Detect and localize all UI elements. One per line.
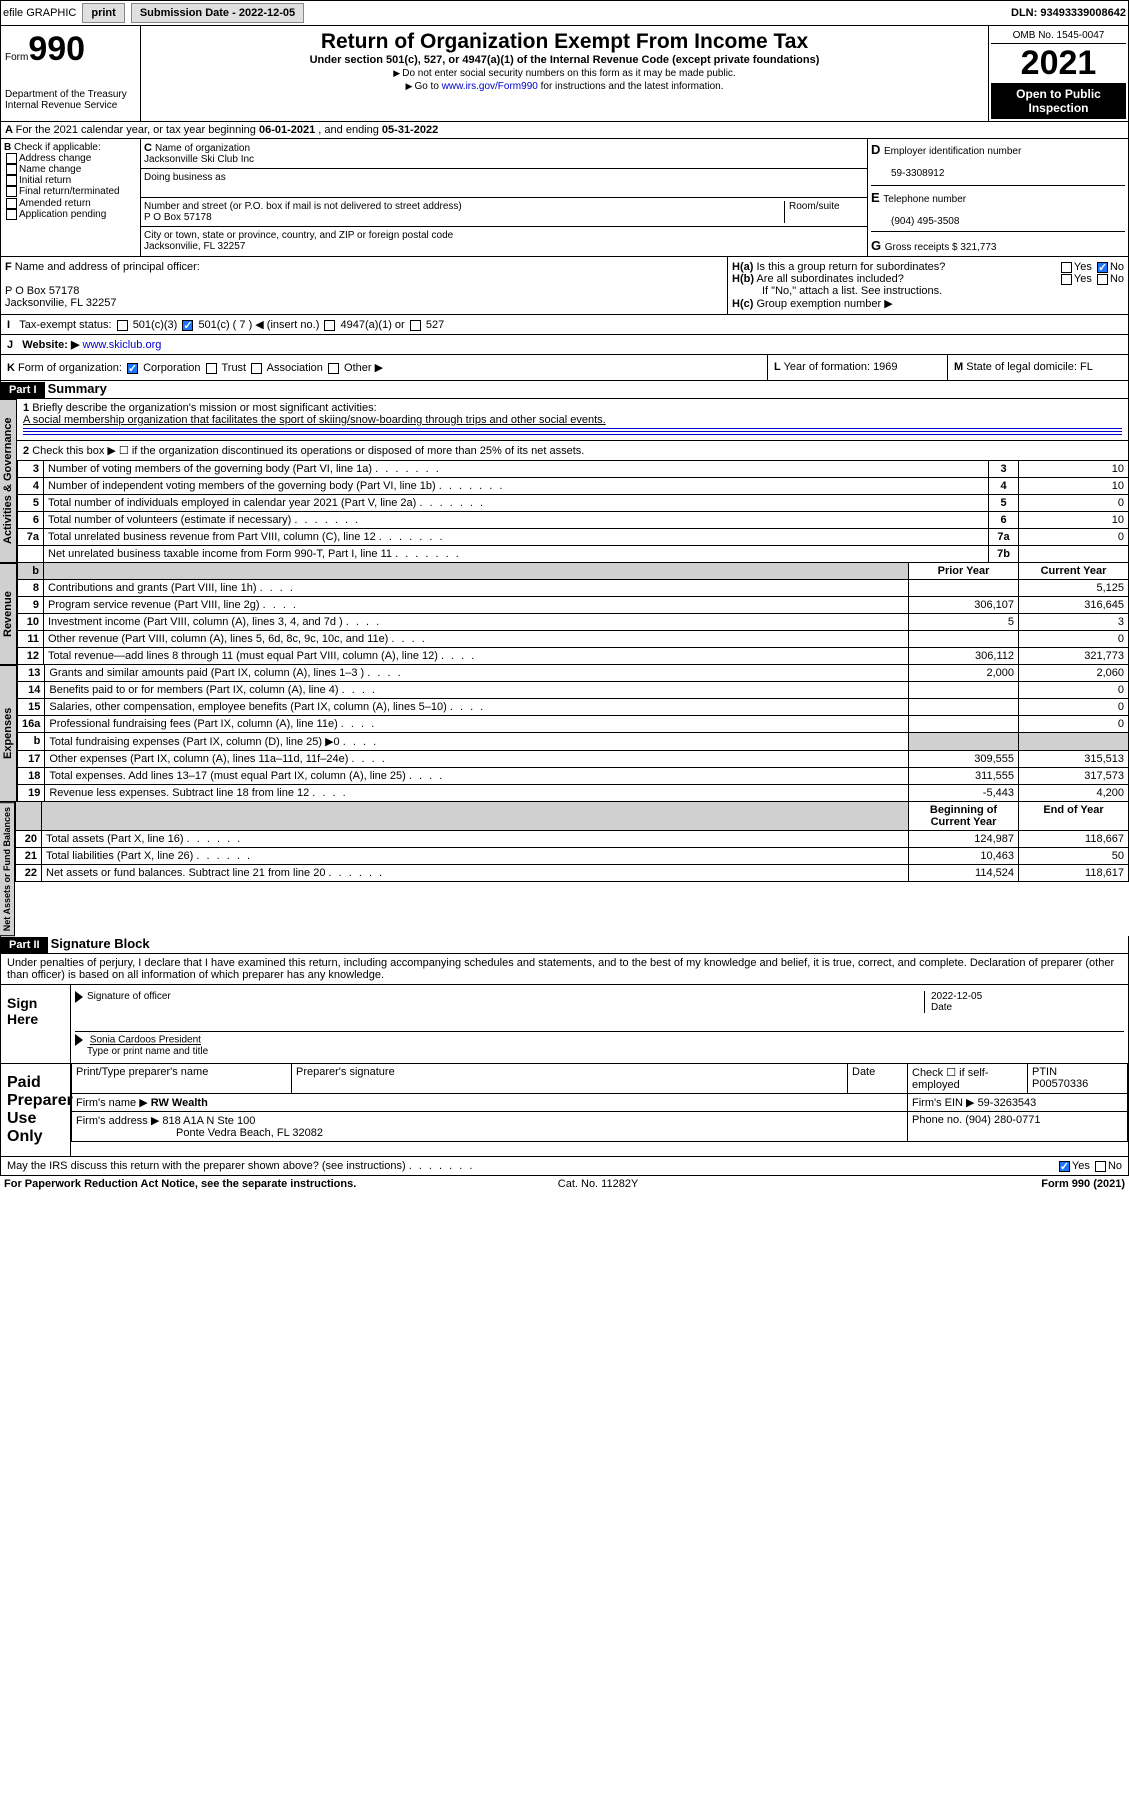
department: Department of the Treasury Internal Reve… <box>5 89 136 111</box>
form-title: Return of Organization Exempt From Incom… <box>145 30 984 54</box>
col-d: D Employer identification number59-33089… <box>868 139 1128 256</box>
part1-revenue: Revenue bPrior YearCurrent Year8Contribu… <box>0 563 1129 665</box>
form-number: 990 <box>28 30 85 68</box>
form-subtitle: Under section 501(c), 527, or 4947(a)(1)… <box>145 54 984 66</box>
section-fh: F Name and address of principal officer:… <box>0 257 1129 315</box>
print-button[interactable]: print <box>82 3 124 23</box>
dln: DLN: 93493339008642 <box>1011 7 1126 19</box>
line-j: J Website: ▶ www.skiclub.org <box>0 335 1129 355</box>
page-footer: For Paperwork Reduction Act Notice, see … <box>0 1176 1129 1192</box>
discuss-line: May the IRS discuss this return with the… <box>0 1157 1129 1176</box>
irs-link[interactable]: www.irs.gov/Form990 <box>442 81 538 92</box>
line-klm: K Form of organization: Corporation Trus… <box>0 355 1129 381</box>
form-header: Form990 Department of the Treasury Inter… <box>0 26 1129 122</box>
note-ssn: Do not enter social security numbers on … <box>145 68 984 79</box>
line-a: A For the 2021 calendar year, or tax yea… <box>0 122 1129 139</box>
declaration: Under penalties of perjury, I declare th… <box>0 954 1129 985</box>
efile-label: efile GRAPHIC <box>3 7 76 19</box>
section-bcd: B Check if applicable: Address change Na… <box>0 139 1129 257</box>
part2-header: Part II Signature Block <box>0 936 1129 954</box>
top-bar: efile GRAPHIC print Submission Date - 20… <box>0 0 1129 26</box>
part1-netassets: Net Assets or Fund Balances Beginning of… <box>0 802 1129 936</box>
part1-expenses: Expenses 13Grants and similar amounts pa… <box>0 665 1129 802</box>
note-goto: Go to www.irs.gov/Form990 for instructio… <box>145 81 984 92</box>
website-link[interactable]: www.skiclub.org <box>83 339 162 351</box>
part1-header: Part I Summary <box>0 381 1129 399</box>
col-c: C Name of organizationJacksonville Ski C… <box>141 139 868 256</box>
part1-governance: Activities & Governance 1 Briefly descri… <box>0 399 1129 563</box>
col-b: B Check if applicable: Address change Na… <box>1 139 141 256</box>
paid-preparer: Paid Preparer Use Only Print/Type prepar… <box>0 1064 1129 1157</box>
open-public: Open to Public Inspection <box>991 83 1126 119</box>
line-i: I Tax-exempt status: 501(c)(3) 501(c) ( … <box>0 315 1129 335</box>
omb-number: OMB No. 1545-0047 <box>991 28 1126 44</box>
tax-year: 2021 <box>991 44 1126 83</box>
submission-date-button[interactable]: Submission Date - 2022-12-05 <box>131 3 304 23</box>
sign-here: Sign Here Signature of officer 2022-12-0… <box>0 985 1129 1064</box>
form-prefix: Form <box>5 52 28 63</box>
